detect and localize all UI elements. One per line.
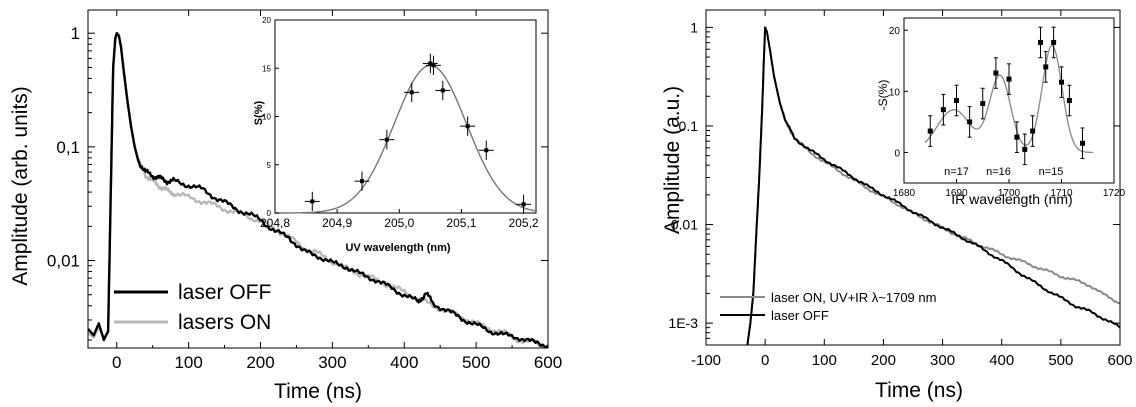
left-inset-x-tick-label: 205,0 bbox=[384, 216, 414, 230]
right-y-tick-label: 1E-3 bbox=[668, 315, 698, 331]
left-inset-point bbox=[521, 202, 526, 207]
left-inset-y-tick-label: 20 bbox=[262, 16, 271, 25]
right-inset-annotation: n=16 bbox=[986, 166, 1011, 178]
right-inset-point bbox=[1014, 134, 1020, 140]
left-inset-x-tick-label: 205,2 bbox=[509, 216, 539, 230]
left-inset-fit-curve bbox=[275, 64, 537, 214]
left-inset-x-axis-title: UV wavelength (nm) bbox=[345, 242, 450, 254]
left-series-group bbox=[88, 32, 548, 348]
left-y-tick-label: 0,01 bbox=[47, 252, 80, 271]
left-inset-point bbox=[310, 199, 315, 204]
right-inset-point bbox=[940, 107, 946, 113]
right-inset-point bbox=[1006, 76, 1012, 82]
right-inset-point bbox=[927, 128, 933, 134]
left-inset-point bbox=[431, 63, 436, 68]
right-inset-point bbox=[1051, 39, 1057, 45]
right-inset-annotation: n=15 bbox=[1039, 166, 1064, 178]
right-inset-x-axis-title: IR wavelength (nm) bbox=[951, 191, 1072, 207]
right-y-tick-label: 0.01 bbox=[671, 217, 698, 233]
right-inset-point bbox=[1080, 140, 1085, 146]
right-x-tick-label: -100 bbox=[691, 352, 721, 369]
right-inset-point bbox=[1043, 64, 1049, 70]
right-inset-x-tick-label: 1700 bbox=[998, 188, 1021, 199]
right-inset-point bbox=[1022, 146, 1028, 152]
left-inset-point bbox=[384, 137, 389, 142]
right-inset-point bbox=[1038, 39, 1043, 45]
left-legend-label-on: lasers ON bbox=[178, 311, 271, 334]
right-inset-point bbox=[1059, 79, 1064, 85]
right-legend-label-off: laser OFF bbox=[771, 308, 829, 323]
right-x-tick-label: 200 bbox=[871, 352, 896, 369]
left-x-tick-label: 500 bbox=[462, 353, 490, 372]
left-inset-point bbox=[428, 61, 433, 66]
right-y-tick-label: 0.1 bbox=[679, 118, 699, 134]
left-chart: Amplitude (arb. units) Time (ns) laser O… bbox=[9, 9, 562, 403]
right-x-axis-title: Time (ns) bbox=[875, 379, 963, 402]
left-legend-label-off: laser OFF bbox=[178, 281, 271, 304]
left-x-tick-label: 600 bbox=[534, 353, 562, 372]
left-inset-point bbox=[409, 90, 414, 95]
right-series-line-laser-off bbox=[746, 26, 1120, 345]
right-x-tick-label: 100 bbox=[812, 352, 837, 369]
left-inset-y-tick-label: 15 bbox=[262, 64, 271, 73]
right-legend-label-on: laser ON, UV+IR λ~1709 nm bbox=[771, 290, 936, 305]
left-x-tick-label: 400 bbox=[390, 353, 418, 372]
left-y-tick-label: 1 bbox=[71, 24, 80, 43]
right-x-tick-label: 300 bbox=[930, 352, 955, 369]
left-inset-y-tick-label: 0 bbox=[267, 209, 272, 218]
right-inset-point bbox=[967, 119, 973, 125]
right-inset-x-tick-label: 1720 bbox=[1103, 188, 1126, 199]
left-y-axis-title: Amplitude (arb. units) bbox=[9, 86, 32, 286]
right-inset-x-tick-label: 1680 bbox=[893, 188, 916, 199]
left-inset-y-tick-label: 10 bbox=[262, 113, 271, 122]
right-x-tick-label: 600 bbox=[1107, 352, 1132, 369]
right-inset-x-tick-label: 1710 bbox=[1050, 188, 1073, 199]
right-inset-y-axis-title: -S(%) bbox=[876, 80, 890, 111]
right-y-tick-label: 1 bbox=[690, 19, 698, 35]
right-inset-y-tick-label: 20 bbox=[889, 26, 901, 37]
left-inset-y-axis-title: S(%) bbox=[253, 100, 265, 125]
right-inset-point bbox=[1066, 98, 1072, 103]
left-inset-point bbox=[484, 148, 489, 153]
right-inset-point bbox=[993, 70, 999, 76]
right-inset-point bbox=[980, 101, 986, 107]
right-chart: Amplitude (a.u.) Time (ns) laser ON, UV+… bbox=[661, 9, 1133, 402]
left-inset-point bbox=[360, 179, 364, 184]
left-x-tick-label: 300 bbox=[318, 353, 346, 372]
right-inset-y-tick-label: 10 bbox=[889, 87, 901, 98]
right-inset-x-tick-label: 1690 bbox=[945, 188, 968, 199]
left-series-line-laser-off bbox=[88, 32, 548, 348]
right-inset-fit-curve bbox=[924, 44, 1093, 154]
left-inset-frame bbox=[274, 19, 537, 214]
right-series-group bbox=[746, 26, 1120, 345]
right-inset-y-tick-label: 0 bbox=[894, 148, 900, 159]
left-inset-x-tick-label: 205,1 bbox=[446, 216, 476, 230]
right-x-tick-label: 0 bbox=[761, 352, 769, 369]
left-inset-x-tick-label: 204,8 bbox=[260, 216, 290, 230]
left-x-tick-label: 100 bbox=[174, 353, 202, 372]
right-inset-point bbox=[954, 98, 959, 103]
left-inset-point bbox=[465, 124, 470, 129]
left-y-tick-label: 0,1 bbox=[56, 138, 80, 157]
left-inset-y-tick-label: 5 bbox=[267, 161, 272, 170]
left-x-tick-label: 200 bbox=[246, 353, 274, 372]
right-inset-annotation: n=17 bbox=[944, 166, 969, 178]
left-x-tick-label: 0 bbox=[112, 353, 121, 372]
left-inset-point bbox=[440, 88, 445, 93]
right-y-axis-title: Amplitude (a.u.) bbox=[661, 86, 684, 234]
right-x-tick-label: 400 bbox=[989, 352, 1014, 369]
left-x-axis-title: Time (ns) bbox=[274, 380, 362, 403]
left-inset-x-tick-label: 204,9 bbox=[322, 216, 352, 230]
right-inset-point bbox=[1030, 128, 1036, 134]
left-plot-frame bbox=[87, 9, 549, 349]
right-x-tick-label: 500 bbox=[1048, 352, 1073, 369]
